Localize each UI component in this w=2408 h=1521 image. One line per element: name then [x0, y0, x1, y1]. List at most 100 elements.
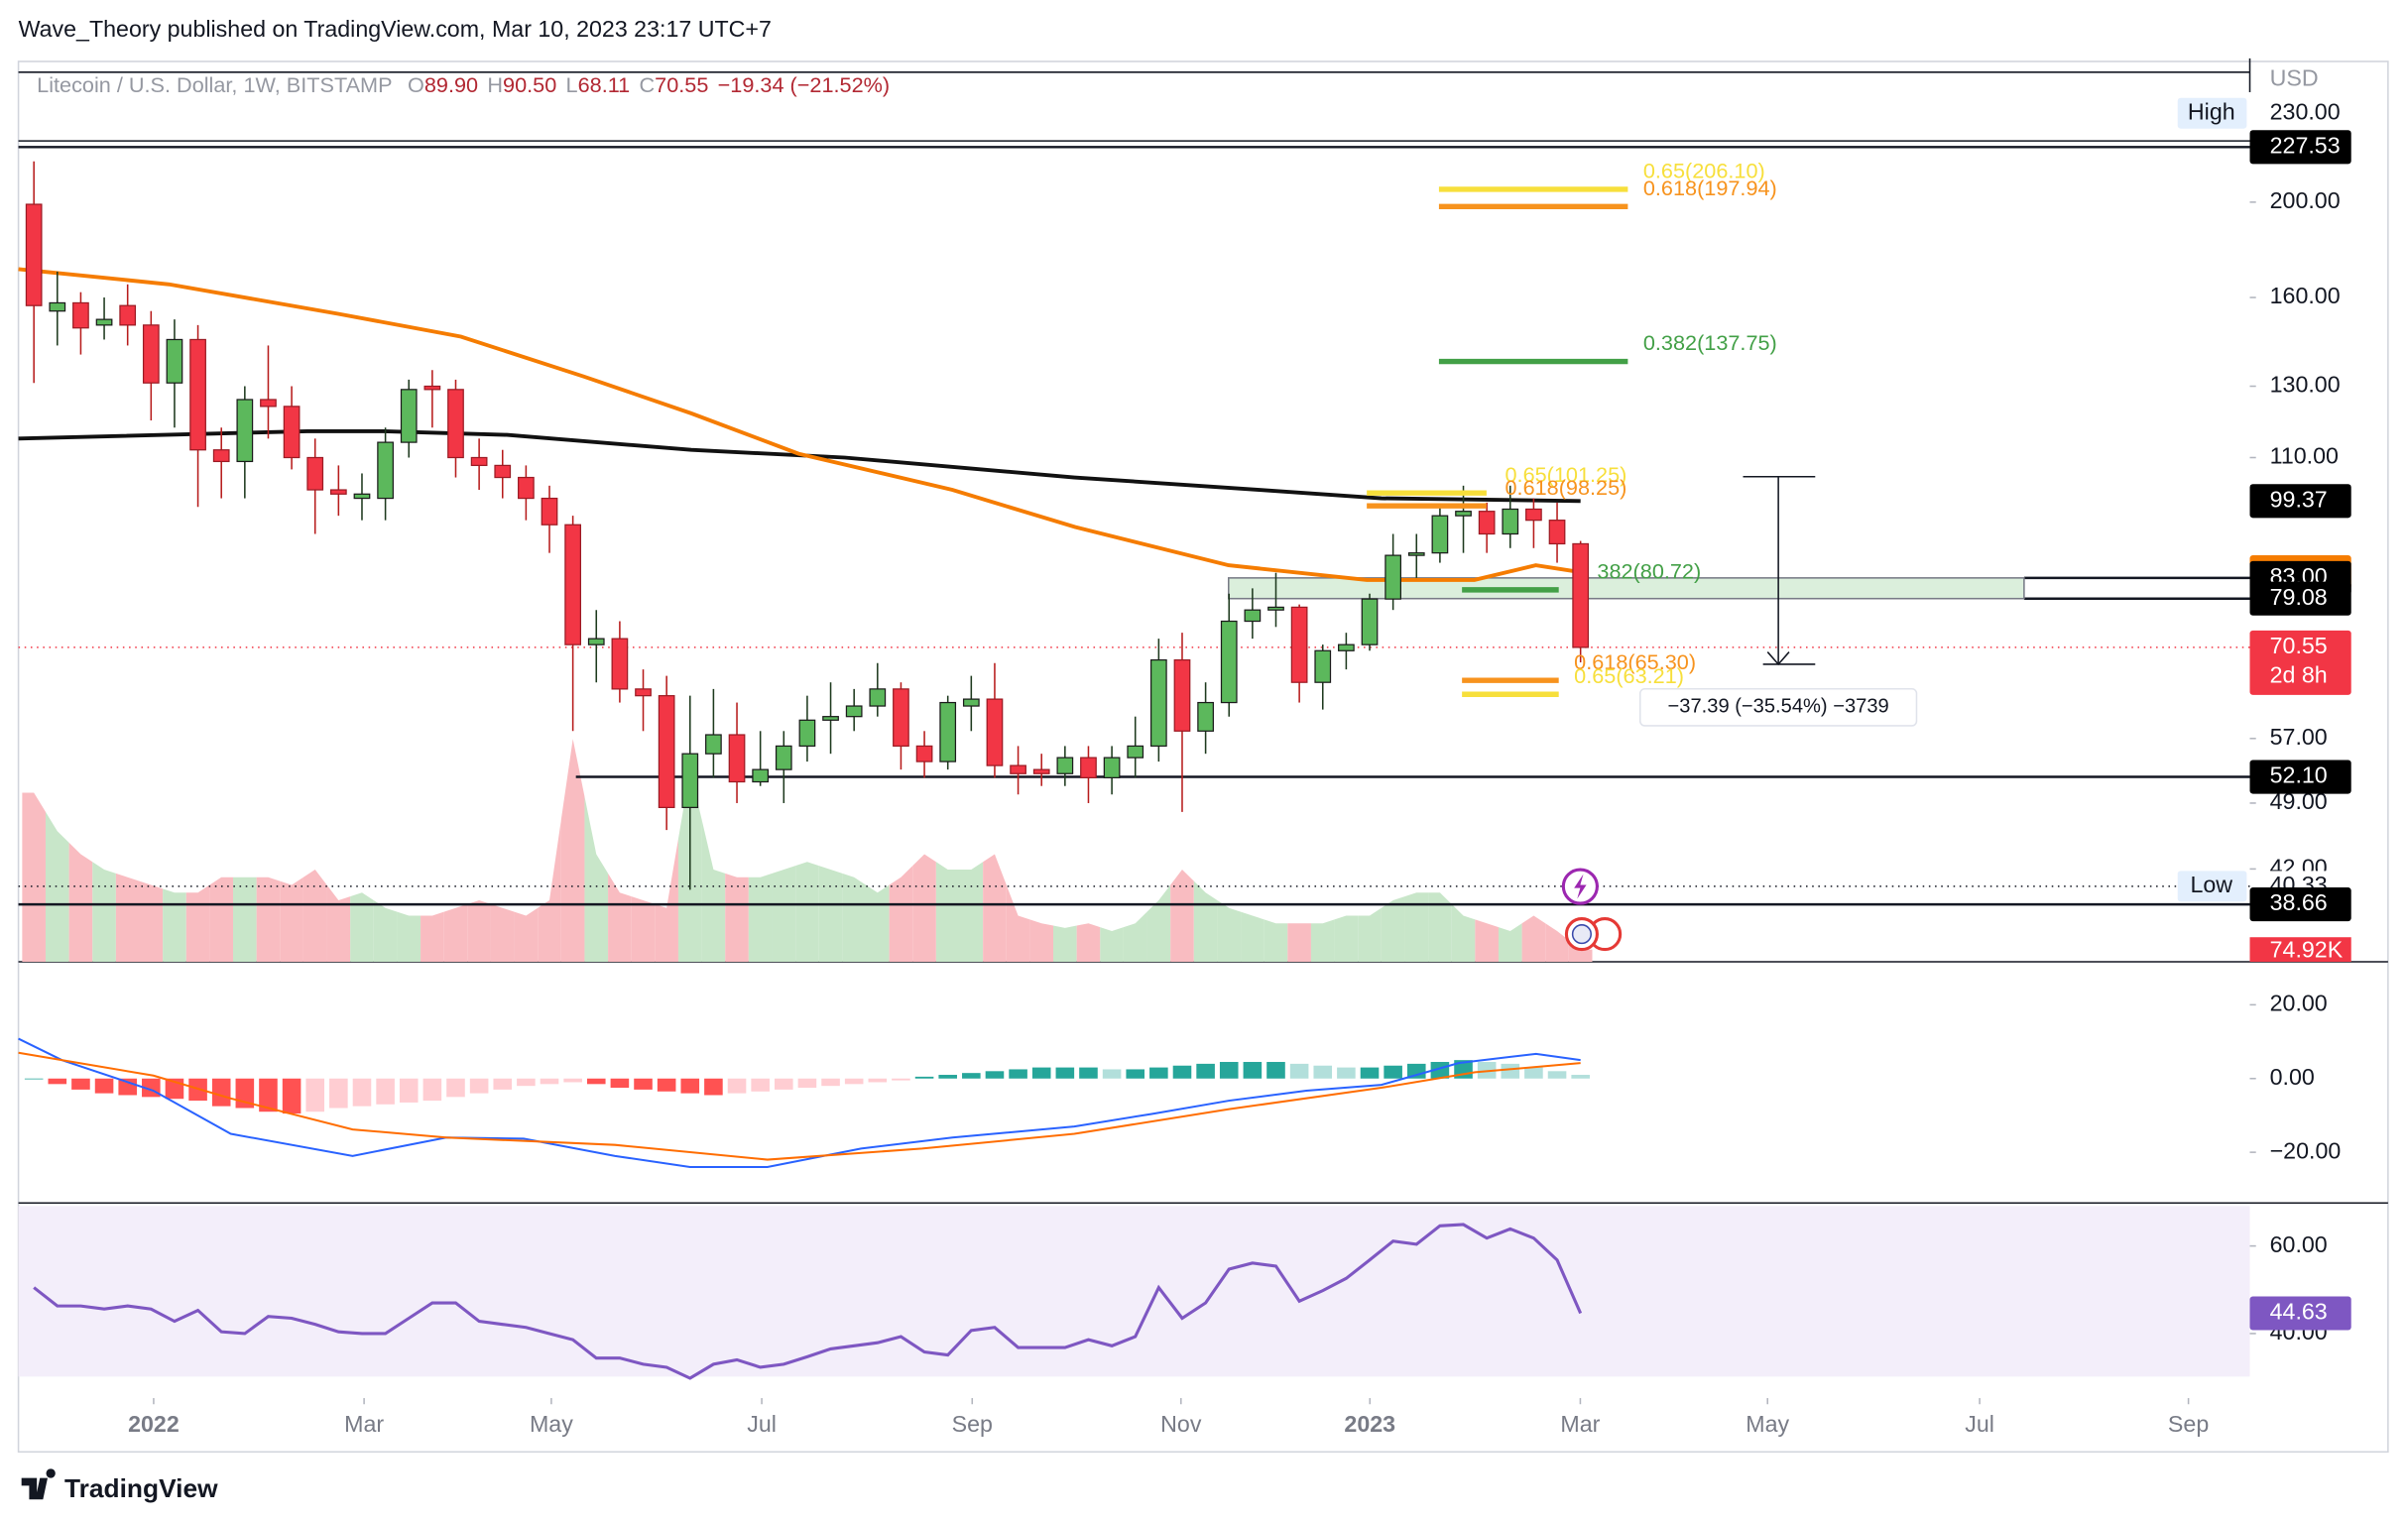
price-tag-label: 79.08 [2270, 584, 2328, 610]
volume-area [1310, 919, 1335, 962]
price-tag [2249, 760, 2351, 794]
macd-bar [399, 1078, 419, 1103]
candle-body [822, 716, 839, 721]
volume-area [1451, 903, 1476, 962]
hl-box [2177, 871, 2247, 902]
volume-area [1334, 915, 1359, 962]
macd-bar [1149, 1067, 1168, 1079]
price-tag-label: 99.37 [2270, 486, 2328, 512]
macd-bar [211, 1078, 231, 1107]
candle-body [658, 695, 675, 808]
macd-bar [1337, 1067, 1356, 1079]
candle-body [611, 638, 629, 690]
x-tick-label: May [530, 1411, 573, 1437]
volume-area [1358, 907, 1382, 962]
hl-text: Low [2190, 872, 2232, 897]
volume-area [92, 862, 116, 962]
candle-body [470, 456, 488, 467]
measure-label: −37.39 (−35.54%) −3739 [1668, 696, 1889, 718]
volume-area [560, 739, 585, 962]
candle-body [681, 753, 699, 808]
fib-label: 0.65(63.21) [1574, 663, 1684, 688]
volume-area [584, 796, 609, 962]
candle-body [1478, 511, 1496, 535]
volume-area [1053, 925, 1077, 962]
volume-area [1100, 927, 1124, 962]
volume-area [163, 888, 186, 962]
candle-body [1173, 658, 1191, 732]
candle-body [1056, 757, 1074, 774]
macd-bar [892, 1078, 910, 1081]
volume-area [397, 911, 421, 962]
candle-body [1267, 606, 1284, 611]
volume-area [983, 854, 1007, 962]
candle-body [939, 701, 957, 762]
candle-body [72, 301, 89, 329]
y-tick-label: 200.00 [2270, 187, 2341, 213]
volume-area [1193, 880, 1218, 962]
candle-body [1431, 515, 1449, 554]
fib-label: 0.382(137.75) [1643, 330, 1777, 355]
hl-box [2177, 97, 2247, 129]
rsi-line [33, 1223, 1583, 1380]
x-tick-label: 2022 [128, 1411, 180, 1437]
volume-area [772, 866, 796, 962]
macd-bar [821, 1078, 840, 1087]
candle-body [142, 324, 160, 384]
macd-bar [1360, 1067, 1380, 1079]
ohlc-key: L [566, 72, 578, 97]
candle-body [1407, 552, 1425, 556]
volume-tag-label: 74.92K [2270, 936, 2344, 962]
candle-body [1244, 609, 1262, 623]
macd-bar [1079, 1067, 1098, 1079]
measure-box [1638, 687, 1918, 727]
volume-area [1521, 915, 1546, 962]
macd-bar [1313, 1065, 1333, 1079]
volume-area [1123, 911, 1147, 962]
volume-area [1287, 923, 1311, 962]
flag-icon-inner [1571, 924, 1592, 945]
fib-label: 382(80.72) [1597, 559, 1701, 584]
y-tick-label: 130.00 [2270, 372, 2341, 398]
volume-area [22, 792, 46, 962]
candle-body [260, 399, 277, 408]
ohlc-value: 90.50 [503, 72, 556, 97]
volume-area [1076, 923, 1101, 962]
candle-body [1525, 508, 1542, 522]
volume-area [842, 873, 866, 962]
candle-body [845, 705, 863, 718]
candle-body [1080, 757, 1097, 778]
volume-area [701, 819, 726, 962]
price-tag [2249, 887, 2351, 922]
hl-text: High [2188, 98, 2235, 124]
candle-body [1032, 768, 1050, 774]
volume-area [1545, 923, 1569, 962]
moving-average [18, 428, 1581, 504]
macd-bar [1571, 1075, 1590, 1079]
macd-bar [610, 1078, 630, 1089]
candle-body [541, 497, 558, 526]
price-tag-label: 70.55 [2270, 633, 2328, 658]
candle-body [1127, 745, 1144, 759]
candle-body [400, 389, 418, 443]
volume-area [748, 873, 773, 962]
macd-bar [540, 1078, 559, 1085]
rsi-band [18, 1206, 2250, 1377]
volume-area [209, 877, 234, 962]
macd-bar [1384, 1065, 1402, 1079]
brand: TradingView [64, 1473, 218, 1503]
volume-area [865, 884, 890, 962]
event-icon-bolt [1574, 874, 1587, 899]
macd-bar [517, 1078, 536, 1087]
volume-area [1241, 911, 1264, 962]
fib-label: 0.618(197.94) [1643, 176, 1777, 200]
volume-area [514, 907, 539, 962]
ohlc-value: 89.90 [424, 72, 478, 97]
measure-arrow [1766, 651, 1790, 666]
volume-area [889, 866, 913, 962]
candle-body [705, 734, 722, 755]
volume-tag [2249, 937, 2351, 963]
volume-area [538, 819, 561, 962]
volume-area [256, 877, 281, 962]
candle-body [25, 203, 43, 306]
